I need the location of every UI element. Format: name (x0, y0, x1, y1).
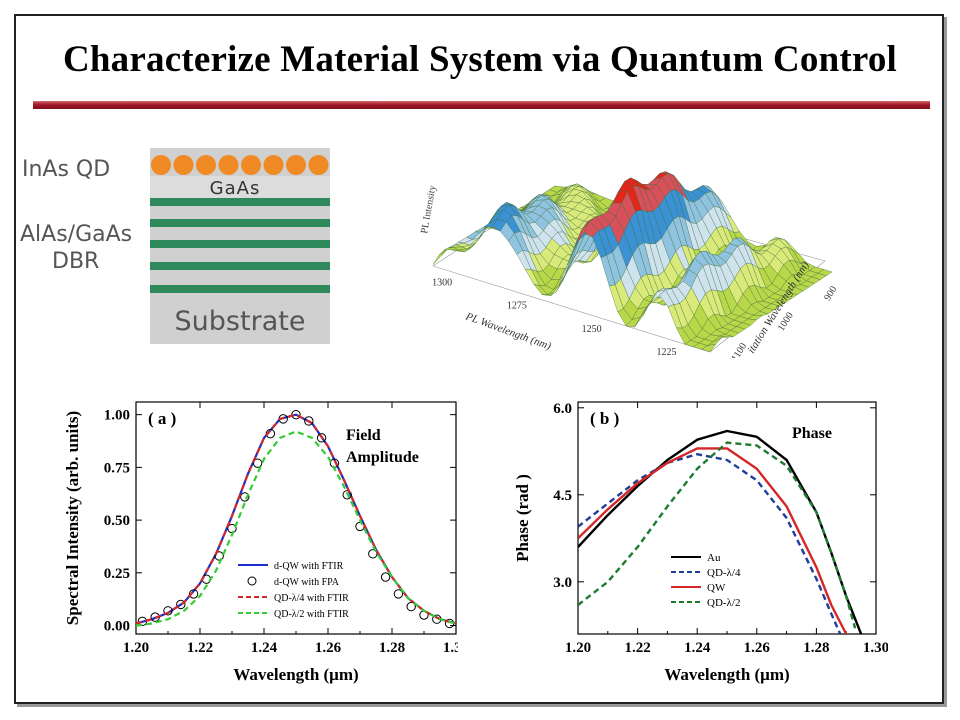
x-tick-label: 1.30 (443, 640, 458, 656)
y-tick-label: 0.50 (104, 513, 130, 529)
legend-label: d-QW with FPA (274, 577, 340, 588)
quantum-dot (263, 155, 284, 175)
surface-x-tick-label: 1225 (656, 347, 676, 358)
x-tick-label: 1.22 (624, 640, 650, 656)
inas-qd-label: InAs QD (22, 157, 110, 182)
legend-label: Au (707, 552, 721, 564)
x-axis-label: Wavelength (μm) (664, 665, 789, 684)
surface-x-ticks: 1300 1275 1250 1225 (432, 277, 676, 358)
surface-x-tick-label: 1300 (432, 277, 452, 288)
slide-frame (14, 14, 944, 704)
x-tick-label: 1.24 (684, 640, 711, 656)
quantum-dot (286, 155, 306, 175)
annotation-text: Field (346, 427, 381, 444)
series-line (578, 447, 848, 634)
series-line (136, 430, 456, 627)
title-rule (33, 101, 930, 109)
x-tick-label: 1.22 (187, 640, 213, 656)
y-tick-label: 6.0 (553, 401, 572, 417)
y-tick-label: 0.25 (104, 566, 130, 582)
legend-marker (247, 576, 257, 586)
x-tick-label: 1.28 (803, 640, 829, 656)
series-line (136, 413, 456, 625)
x-tick-label: 1.20 (123, 640, 149, 656)
legend-label: d-QW with FTIR (274, 561, 344, 572)
x-tick-label: 1.26 (744, 640, 771, 656)
dbr-layer-2 (150, 219, 330, 227)
legend-label: QD-λ/4 (707, 567, 741, 579)
surface-mesh (432, 171, 833, 353)
x-tick-label: 1.20 (565, 640, 591, 656)
y-axis-label: Spectral Intensity (arb. units) (63, 411, 82, 625)
data-point (188, 589, 199, 599)
data-point (291, 409, 301, 420)
alas-gaas-label: AlAs/GaAs (20, 222, 132, 247)
series-line (578, 453, 842, 634)
quantum-dot (151, 155, 171, 175)
x-tick-label: 1.26 (315, 640, 342, 656)
x-tick-label: 1.28 (379, 640, 405, 656)
data-point (393, 589, 404, 599)
y-tick-label: 3.0 (553, 575, 572, 591)
dbr-layer-1 (150, 198, 330, 206)
surface-facet (701, 343, 717, 353)
layer-structure-diagram: GaAs Substrate InAs QD AlAs/GaAs DBR (20, 148, 330, 344)
data-point (368, 549, 378, 559)
dbr-layer-4 (150, 262, 330, 270)
legend-label: QW (707, 582, 726, 594)
data-point (252, 458, 263, 468)
legend-label: QD-λ/2 with FTIR (274, 609, 349, 620)
quantum-dot (196, 155, 216, 175)
data-point (214, 551, 224, 561)
annotation-text: Amplitude (346, 449, 419, 466)
panel-label: ( a ) (148, 409, 176, 428)
annotation-text: Phase (792, 425, 832, 442)
data-point (240, 492, 250, 502)
x-tick-label: 1.24 (251, 640, 278, 656)
quantum-dot (308, 155, 329, 175)
chart-a-field-amplitude: 1.20 1.22 1.24 1.26 1.28 1.30 0.00 0.25 0.50 0.75… (63, 401, 458, 684)
quantum-dot (218, 155, 239, 175)
y-tick-label: 1.00 (104, 408, 130, 424)
gaas-layer (150, 176, 330, 198)
quantum-dot-row (151, 155, 329, 175)
y-axis-label: Phase (rad ) (513, 474, 532, 562)
substrate-label: Substrate (175, 306, 306, 337)
slide-title: Characterize Material System via Quantum… (62, 39, 898, 80)
data-point (316, 433, 327, 443)
y-tick-label: 0.00 (104, 619, 130, 635)
data-point (342, 490, 352, 500)
x-axis-label: Wavelength (μm) (233, 665, 358, 684)
dbr-layer-3 (150, 240, 330, 248)
data-point (176, 599, 186, 610)
x-tick-label: 1.30 (863, 640, 888, 656)
quantum-dot (173, 155, 194, 175)
quantum-dot (241, 155, 261, 175)
dbr-label: DBR (52, 249, 99, 274)
surface-x-tick-label: 1275 (507, 301, 527, 312)
chart-b-phase: 1.20 1.22 1.24 1.26 1.28 1.30 3.0 4.5 6.0 ( b ) Wa… (513, 401, 888, 684)
panel-label: ( b ) (590, 409, 619, 428)
y-tick-label: 0.75 (104, 460, 130, 476)
data-point (380, 572, 391, 582)
data-point (406, 601, 416, 612)
data-point (163, 606, 173, 616)
surface-x-tick-label: 1250 (582, 324, 602, 335)
series-line (578, 441, 857, 629)
y-tick-label: 4.5 (553, 488, 572, 504)
data-point (304, 416, 314, 426)
dbr-layer-5 (150, 285, 330, 293)
gaas-label: GaAs (210, 178, 261, 199)
legend-label: QD-λ/4 with FTIR (274, 593, 349, 604)
legend-label: QD-λ/2 (707, 597, 740, 609)
